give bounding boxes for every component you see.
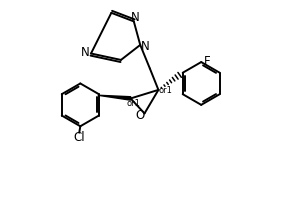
Text: O: O <box>135 109 144 122</box>
Text: N: N <box>140 40 149 52</box>
Text: N: N <box>130 11 139 24</box>
Text: N: N <box>81 46 89 59</box>
Text: or1: or1 <box>159 86 173 95</box>
Text: F: F <box>204 55 211 68</box>
Polygon shape <box>98 95 131 100</box>
Text: Cl: Cl <box>74 131 85 144</box>
Text: or1: or1 <box>127 99 141 108</box>
